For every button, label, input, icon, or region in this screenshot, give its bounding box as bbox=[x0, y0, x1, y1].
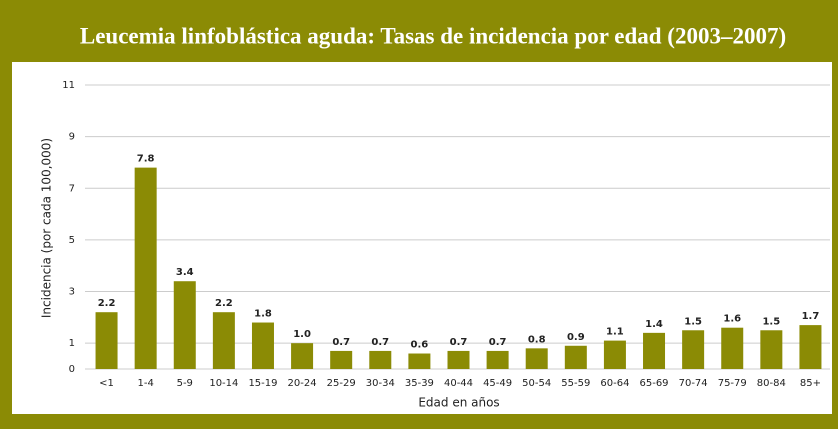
value-label: 0.7 bbox=[332, 337, 350, 348]
value-label: 0.6 bbox=[411, 340, 429, 351]
bar bbox=[564, 345, 587, 369]
x-tick-label: 60-64 bbox=[600, 378, 629, 389]
value-label: 1.8 bbox=[254, 309, 272, 320]
y-tick-label: 5 bbox=[69, 235, 75, 246]
bar bbox=[799, 325, 822, 369]
bar bbox=[486, 350, 509, 369]
value-label: 1.7 bbox=[802, 311, 820, 322]
x-tick-label: 25-29 bbox=[327, 378, 356, 389]
x-tick-label: 10-14 bbox=[209, 378, 238, 389]
bar bbox=[330, 350, 353, 369]
bar bbox=[603, 340, 626, 369]
x-tick-label: 75-79 bbox=[718, 378, 747, 389]
x-axis-label: Edad en años bbox=[418, 396, 499, 410]
value-label: 1.4 bbox=[645, 319, 663, 330]
x-tick-label: <1 bbox=[99, 378, 114, 389]
bar bbox=[291, 343, 314, 369]
x-tick-label: 70-74 bbox=[679, 378, 708, 389]
bar bbox=[447, 350, 470, 369]
value-label: 2.2 bbox=[98, 298, 116, 309]
value-label: 1.5 bbox=[684, 316, 702, 327]
x-tick-label: 1-4 bbox=[137, 378, 153, 389]
value-label: 0.9 bbox=[567, 332, 585, 343]
value-label: 1.1 bbox=[606, 327, 624, 338]
value-label: 0.7 bbox=[450, 337, 468, 348]
value-label: 1.0 bbox=[293, 329, 311, 340]
bar bbox=[408, 353, 431, 369]
y-tick-label: 0 bbox=[69, 364, 75, 375]
value-label: 1.5 bbox=[762, 316, 780, 327]
y-tick-label: 3 bbox=[69, 287, 75, 298]
x-tick-label: 80-84 bbox=[757, 378, 786, 389]
bar bbox=[212, 312, 235, 369]
x-tick-label: 5-9 bbox=[177, 378, 193, 389]
bar bbox=[760, 330, 783, 369]
y-tick-label: 1 bbox=[69, 338, 75, 349]
value-label: 1.6 bbox=[723, 314, 741, 325]
value-label: 3.4 bbox=[176, 267, 194, 278]
value-label: 7.8 bbox=[137, 154, 155, 165]
x-tick-label: 30-34 bbox=[366, 378, 395, 389]
x-tick-label: 85+ bbox=[800, 378, 821, 389]
chart-title: Leucemia linfoblástica aguda: Tasas de i… bbox=[80, 23, 786, 48]
bar bbox=[134, 167, 157, 369]
value-label: 0.8 bbox=[528, 334, 546, 345]
bar bbox=[369, 350, 392, 369]
value-label: 2.2 bbox=[215, 298, 233, 309]
bar bbox=[682, 330, 705, 369]
y-axis-label: Incidencia (por cada 100,000) bbox=[40, 138, 54, 318]
bar bbox=[721, 327, 744, 369]
x-tick-label: 55-59 bbox=[561, 378, 590, 389]
bar bbox=[95, 312, 118, 369]
bar bbox=[173, 281, 196, 369]
x-tick-label: 45-49 bbox=[483, 378, 512, 389]
x-tick-label: 15-19 bbox=[248, 378, 277, 389]
x-tick-label: 40-44 bbox=[444, 378, 473, 389]
x-tick-label: 35-39 bbox=[405, 378, 434, 389]
x-tick-label: 20-24 bbox=[288, 378, 317, 389]
y-tick-label: 9 bbox=[69, 132, 75, 143]
x-tick-label: 65-69 bbox=[639, 378, 668, 389]
value-label: 0.7 bbox=[489, 337, 507, 348]
bar bbox=[251, 322, 274, 369]
bar bbox=[643, 332, 666, 369]
y-tick-label: 11 bbox=[62, 80, 75, 91]
bar bbox=[525, 348, 548, 369]
x-tick-label: 50-54 bbox=[522, 378, 551, 389]
y-tick-label: 7 bbox=[69, 183, 75, 194]
value-label: 0.7 bbox=[371, 337, 389, 348]
